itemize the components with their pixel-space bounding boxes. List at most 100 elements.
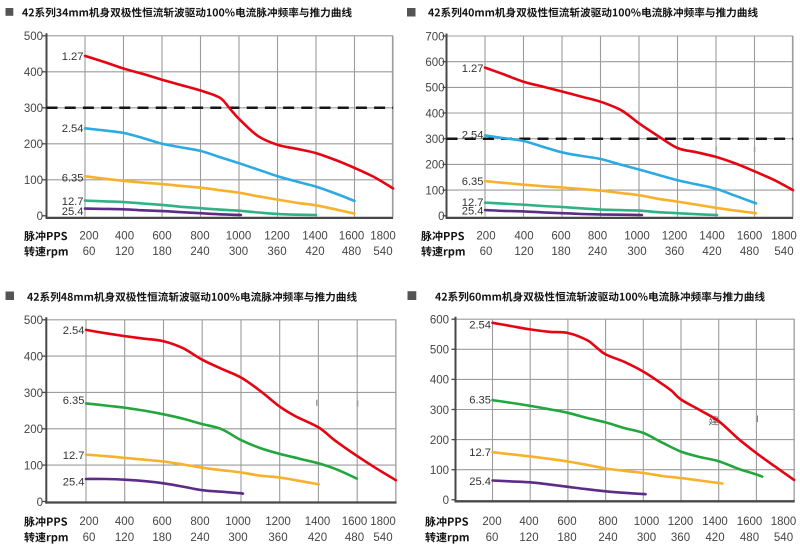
svg-text:540: 540 bbox=[373, 532, 392, 544]
svg-text:200: 200 bbox=[476, 231, 495, 243]
svg-text:1600: 1600 bbox=[342, 516, 368, 528]
svg-text:120: 120 bbox=[115, 246, 134, 258]
svg-text:300: 300 bbox=[425, 134, 444, 146]
svg-text:1800: 1800 bbox=[771, 516, 797, 528]
svg-text:540: 540 bbox=[774, 246, 793, 258]
svg-text:1000: 1000 bbox=[225, 516, 251, 528]
svg-text:480: 480 bbox=[740, 246, 759, 258]
svg-text:1800: 1800 bbox=[370, 231, 396, 243]
svg-text:240: 240 bbox=[588, 246, 607, 258]
svg-text:600: 600 bbox=[430, 315, 449, 327]
svg-text:200: 200 bbox=[430, 435, 449, 447]
svg-text:300: 300 bbox=[228, 532, 247, 544]
svg-text:1600: 1600 bbox=[339, 231, 365, 243]
svg-text:400: 400 bbox=[519, 516, 538, 528]
svg-text:1200: 1200 bbox=[264, 231, 290, 243]
svg-text:540: 540 bbox=[373, 246, 392, 258]
svg-text:300: 300 bbox=[430, 405, 449, 417]
svg-text:500: 500 bbox=[425, 83, 444, 95]
svg-text:200: 200 bbox=[24, 424, 43, 436]
svg-text:2.54: 2.54 bbox=[469, 319, 491, 331]
svg-text:180: 180 bbox=[551, 246, 570, 258]
svg-text:200: 200 bbox=[24, 139, 43, 151]
svg-text:12.7: 12.7 bbox=[63, 450, 85, 462]
svg-text:12.7: 12.7 bbox=[469, 447, 491, 459]
svg-text:1200: 1200 bbox=[668, 516, 694, 528]
svg-text:0: 0 bbox=[37, 211, 43, 223]
svg-text:200: 200 bbox=[79, 516, 98, 528]
svg-text:360: 360 bbox=[665, 246, 684, 258]
svg-text:300: 300 bbox=[627, 246, 646, 258]
svg-text:600: 600 bbox=[551, 231, 570, 243]
svg-text:120: 120 bbox=[519, 532, 538, 544]
svg-text:700: 700 bbox=[425, 31, 444, 43]
svg-text:0: 0 bbox=[438, 211, 444, 223]
svg-text:1.27: 1.27 bbox=[62, 51, 84, 63]
svg-text:0: 0 bbox=[443, 495, 449, 507]
svg-text:1200: 1200 bbox=[265, 516, 291, 528]
svg-text:540: 540 bbox=[774, 532, 793, 544]
svg-text:800: 800 bbox=[598, 516, 617, 528]
svg-text:25.4: 25.4 bbox=[469, 476, 491, 488]
svg-text:600: 600 bbox=[152, 231, 171, 243]
svg-text:180: 180 bbox=[152, 532, 171, 544]
svg-text:400: 400 bbox=[24, 67, 43, 79]
svg-text:400: 400 bbox=[425, 108, 444, 120]
svg-text:420: 420 bbox=[705, 532, 724, 544]
svg-text:400: 400 bbox=[115, 516, 134, 528]
svg-text:1400: 1400 bbox=[305, 516, 331, 528]
svg-text:60: 60 bbox=[486, 532, 499, 544]
svg-text:600: 600 bbox=[557, 516, 576, 528]
svg-text:60: 60 bbox=[83, 532, 96, 544]
svg-text:300: 300 bbox=[229, 246, 248, 258]
svg-text:360: 360 bbox=[268, 532, 287, 544]
svg-text:1800: 1800 bbox=[771, 231, 797, 243]
svg-text:400: 400 bbox=[24, 351, 43, 363]
svg-text:1.27: 1.27 bbox=[462, 63, 484, 75]
svg-text:400: 400 bbox=[115, 231, 134, 243]
svg-text:1400: 1400 bbox=[699, 231, 725, 243]
svg-text:25.4: 25.4 bbox=[62, 206, 84, 218]
svg-text:480: 480 bbox=[345, 532, 364, 544]
svg-text:2.54: 2.54 bbox=[462, 130, 484, 142]
svg-text:1000: 1000 bbox=[624, 231, 650, 243]
svg-text:300: 300 bbox=[24, 103, 43, 115]
svg-text:240: 240 bbox=[190, 532, 209, 544]
svg-text:60: 60 bbox=[83, 246, 96, 258]
svg-text:180: 180 bbox=[557, 532, 576, 544]
svg-text:400: 400 bbox=[430, 375, 449, 387]
svg-text:120: 120 bbox=[115, 532, 134, 544]
svg-text:800: 800 bbox=[588, 231, 607, 243]
svg-text:360: 360 bbox=[671, 532, 690, 544]
svg-text:1200: 1200 bbox=[662, 231, 688, 243]
svg-text:6.35: 6.35 bbox=[63, 395, 85, 407]
svg-text:200: 200 bbox=[79, 231, 98, 243]
svg-text:500: 500 bbox=[430, 345, 449, 357]
svg-text:12.7: 12.7 bbox=[62, 196, 84, 208]
svg-text:300: 300 bbox=[637, 532, 656, 544]
svg-text:1600: 1600 bbox=[737, 231, 763, 243]
svg-text:2.54: 2.54 bbox=[62, 123, 84, 135]
svg-text:100: 100 bbox=[425, 185, 444, 197]
svg-text:500: 500 bbox=[24, 315, 43, 327]
svg-text:6.35: 6.35 bbox=[62, 172, 84, 184]
svg-text:6.35: 6.35 bbox=[462, 176, 484, 188]
svg-text:100: 100 bbox=[430, 465, 449, 477]
svg-text:100: 100 bbox=[24, 175, 43, 187]
svg-text:25.4: 25.4 bbox=[462, 206, 484, 218]
svg-text:60: 60 bbox=[480, 246, 493, 258]
svg-text:420: 420 bbox=[702, 246, 721, 258]
svg-text:100: 100 bbox=[24, 460, 43, 472]
svg-text:6.35: 6.35 bbox=[469, 395, 491, 407]
svg-text:600: 600 bbox=[425, 57, 444, 69]
svg-text:1000: 1000 bbox=[634, 516, 660, 528]
svg-text:480: 480 bbox=[342, 246, 361, 258]
svg-text:25.4: 25.4 bbox=[63, 476, 85, 488]
svg-text:120: 120 bbox=[514, 246, 533, 258]
svg-text:800: 800 bbox=[190, 231, 209, 243]
svg-text:0: 0 bbox=[37, 497, 43, 509]
svg-text:400: 400 bbox=[514, 231, 533, 243]
svg-text:420: 420 bbox=[305, 246, 324, 258]
svg-text:12.7: 12.7 bbox=[462, 197, 484, 209]
svg-text:180: 180 bbox=[152, 246, 171, 258]
